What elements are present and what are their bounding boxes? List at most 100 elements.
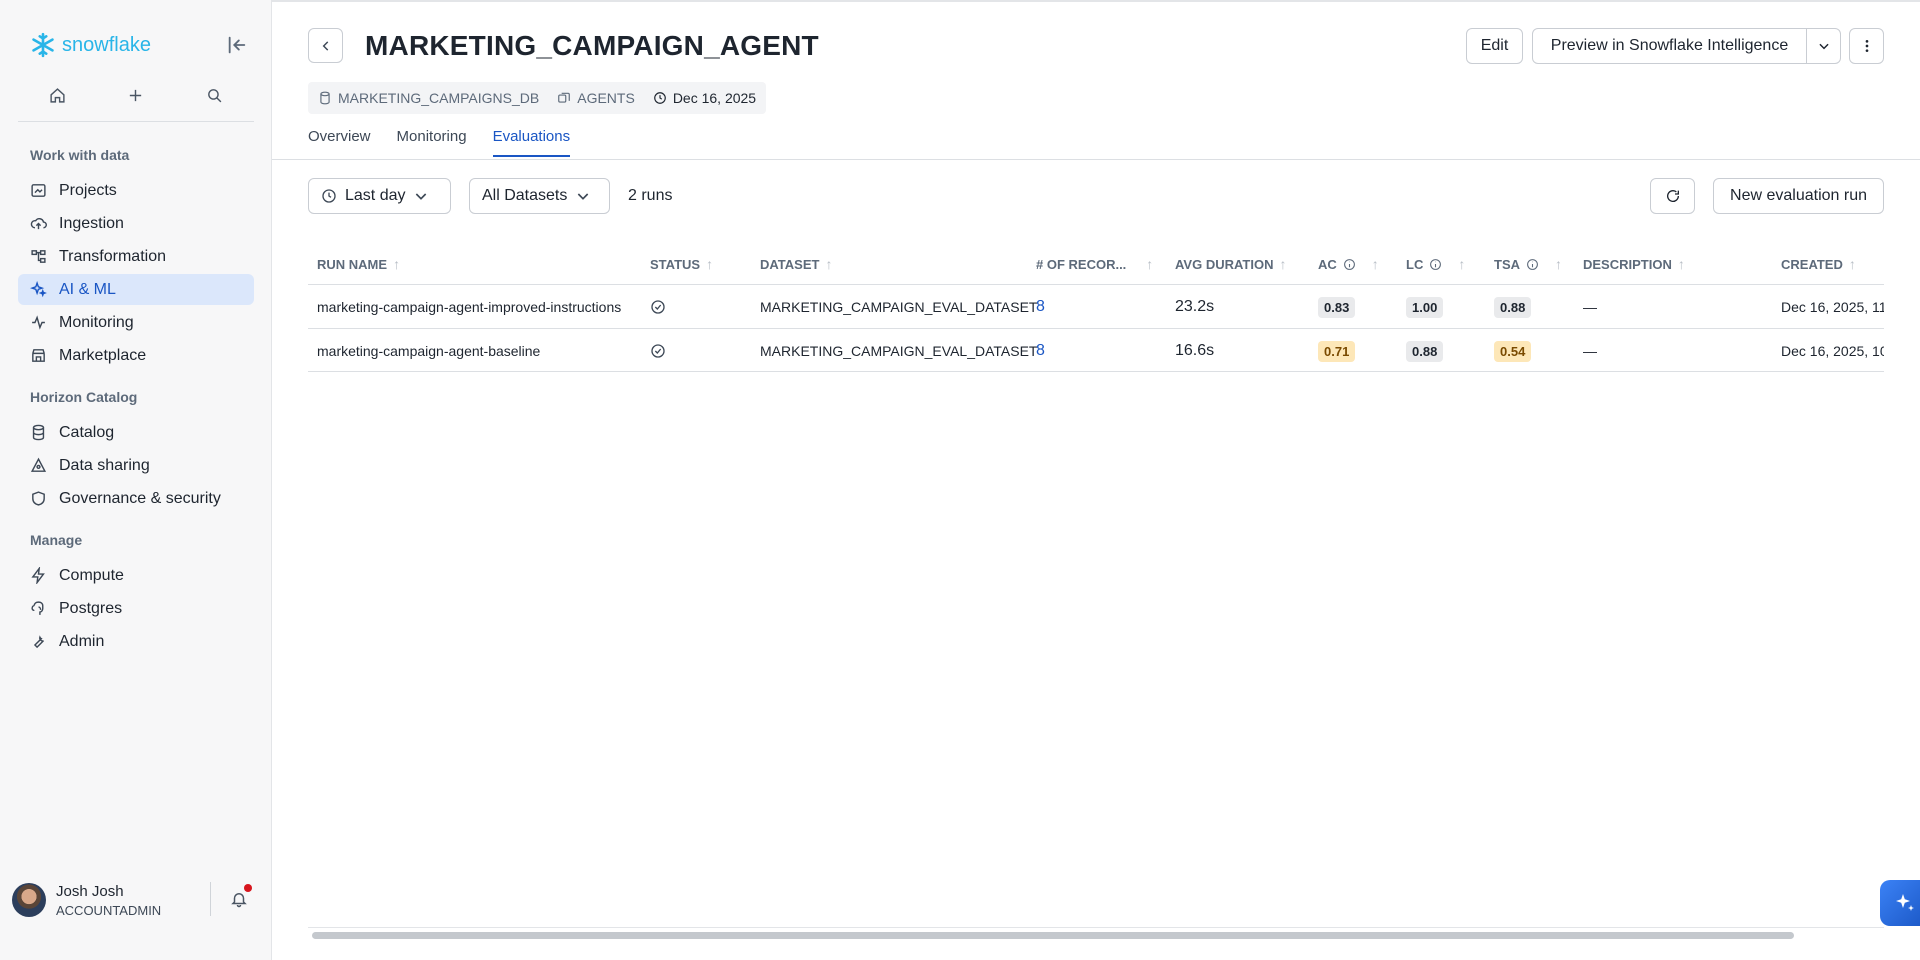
nav-section-work-with-data: Work with data: [30, 147, 130, 163]
user-profile[interactable]: Josh Josh ACCOUNTADMIN: [12, 880, 262, 920]
wrench-icon: [33, 635, 44, 649]
status-cell: [650, 329, 666, 373]
dataset-cell: MARKETING_CAMPAIGN_EVAL_DATASET: [760, 343, 1038, 359]
dataset-filter-label: All Datasets: [482, 187, 568, 204]
sidebar-item-ai-ml[interactable]: AI & ML: [18, 274, 254, 305]
sidebar-item-ingestion[interactable]: Ingestion: [18, 208, 254, 239]
snowflake-icon: [32, 32, 54, 58]
column-header-avg-duration[interactable]: AVG DURATION ↑: [1175, 244, 1286, 284]
sidebar-item-postgres[interactable]: Postgres: [18, 593, 254, 624]
schema-icon: [558, 92, 571, 103]
sidebar-item-label: Ingestion: [59, 214, 124, 232]
chevron-down-icon: [578, 193, 589, 200]
sidebar-item-compute[interactable]: Compute: [18, 560, 254, 591]
transform-icon: [31, 250, 46, 263]
ac-badge: 0.83: [1318, 296, 1356, 318]
meta-schema[interactable]: AGENTS: [557, 90, 635, 106]
table-bottom-border: [308, 371, 1884, 372]
page-title: MARKETING_CAMPAIGN_AGENT: [365, 30, 819, 61]
ai-assistant-button[interactable]: [1880, 880, 1920, 926]
edit-button[interactable]: Edit: [1466, 28, 1523, 64]
bell-icon[interactable]: [230, 890, 248, 908]
description-cell: —: [1583, 343, 1597, 359]
column-header-created[interactable]: CREATED ↑: [1781, 244, 1856, 284]
snowflake-logo[interactable]: snowflake: [30, 32, 151, 58]
info-icon[interactable]: [1429, 258, 1442, 271]
description-cell: —: [1583, 299, 1597, 315]
sidebar-item-catalog[interactable]: Catalog: [18, 417, 254, 448]
run-name-cell[interactable]: marketing-campaign-agent-baseline: [317, 343, 541, 359]
scrollbar-thumb[interactable]: [312, 932, 1794, 939]
column-label: DATASET: [760, 256, 820, 272]
avg-duration-cell: 16.6s: [1175, 342, 1215, 359]
horizontal-scrollbar[interactable]: [308, 927, 1884, 939]
run-name-cell[interactable]: marketing-campaign-agent-improved-instru…: [317, 299, 622, 315]
preview-button[interactable]: Preview in Snowflake Intelligence: [1532, 28, 1807, 64]
refresh-icon: [1666, 190, 1679, 202]
chevron-left-icon: [322, 40, 328, 51]
sidebar-item-label: Catalog: [59, 423, 115, 441]
records-cell[interactable]: 8: [1036, 342, 1045, 359]
clock-icon: [653, 92, 666, 104]
time-range-filter[interactable]: Last day: [308, 178, 451, 214]
sidebar-item-projects[interactable]: Projects: [18, 175, 254, 206]
info-icon[interactable]: [1526, 258, 1539, 271]
sidebar-item-monitoring[interactable]: Monitoring: [18, 307, 254, 338]
sort-arrow-icon: ↑: [825, 256, 833, 272]
sidebar-item-marketplace[interactable]: Marketplace: [18, 340, 254, 371]
clock-icon: [322, 189, 336, 203]
check-circle-icon: [651, 344, 665, 358]
tab-overview[interactable]: Overview: [308, 128, 371, 145]
quick-actions: [18, 78, 254, 122]
dataset-cell: MARKETING_CAMPAIGN_EVAL_DATASET: [760, 299, 1038, 315]
column-label: STATUS: [650, 256, 701, 272]
dataset-filter[interactable]: All Datasets: [469, 178, 610, 214]
tab-evaluations[interactable]: Evaluations: [492, 128, 571, 157]
sidebar-item-governance[interactable]: Governance & security: [18, 483, 254, 514]
tab-monitoring[interactable]: Monitoring: [396, 128, 467, 145]
meta-database[interactable]: MARKETING_CAMPAIGNS_DB: [318, 90, 539, 106]
info-icon[interactable]: [1343, 258, 1356, 271]
preview-dropdown-button[interactable]: [1806, 28, 1841, 64]
column-header-description[interactable]: DESCRIPTION ↑: [1583, 244, 1685, 284]
sidebar-item-transformation[interactable]: Transformation: [18, 241, 254, 272]
sidebar-item-admin[interactable]: Admin: [18, 626, 254, 657]
column-header-lc[interactable]: LC ↑: [1406, 244, 1465, 284]
column-header-tsa[interactable]: TSA ↑: [1494, 244, 1562, 284]
sort-arrow-icon: ↑: [1279, 256, 1287, 272]
table-row[interactable]: marketing-campaign-agent-baseline MARKET…: [308, 328, 1884, 372]
column-label: RUN NAME: [317, 256, 388, 272]
user-role: ACCOUNTADMIN: [56, 902, 162, 918]
refresh-button[interactable]: [1650, 178, 1695, 214]
home-icon[interactable]: [46, 85, 68, 107]
new-evaluation-run-button[interactable]: New evaluation run: [1713, 178, 1884, 214]
collapse-sidebar-icon[interactable]: [226, 34, 248, 56]
tsa-badge: 0.88: [1494, 296, 1532, 318]
nav-section-manage: Manage: [30, 532, 83, 548]
sidebar-item-data-sharing[interactable]: Data sharing: [18, 450, 254, 481]
table-row[interactable]: marketing-campaign-agent-improved-instru…: [308, 284, 1884, 328]
column-label: AVG DURATION: [1175, 256, 1274, 272]
records-cell[interactable]: 8: [1036, 298, 1045, 315]
sidebar-item-label: Postgres: [59, 599, 123, 617]
more-options-button[interactable]: [1849, 28, 1884, 64]
plus-icon[interactable]: [125, 85, 147, 107]
user-name: Josh Josh: [56, 882, 124, 900]
more-vertical-icon: [1865, 40, 1868, 52]
meta-date: Dec 16, 2025: [653, 90, 756, 106]
bolt-icon: [31, 567, 45, 584]
database-icon: [32, 424, 45, 441]
back-button[interactable]: [308, 28, 343, 63]
column-label: AC: [1318, 256, 1337, 272]
sidebar-item-label: Monitoring: [59, 313, 134, 331]
search-icon[interactable]: [204, 85, 226, 107]
tabs-divider: [272, 159, 1920, 160]
column-header-run-name[interactable]: RUN NAME ↑: [317, 244, 400, 284]
sidebar-item-label: Marketplace: [59, 346, 147, 364]
projects-icon: [31, 184, 46, 197]
column-header-ac[interactable]: AC ↑: [1318, 244, 1379, 284]
column-header-dataset[interactable]: DATASET ↑: [760, 244, 832, 284]
column-header-status[interactable]: STATUS ↑: [650, 244, 713, 284]
check-circle-icon: [651, 300, 665, 314]
column-header-records[interactable]: # OF RECOR... ↑: [1036, 244, 1153, 284]
